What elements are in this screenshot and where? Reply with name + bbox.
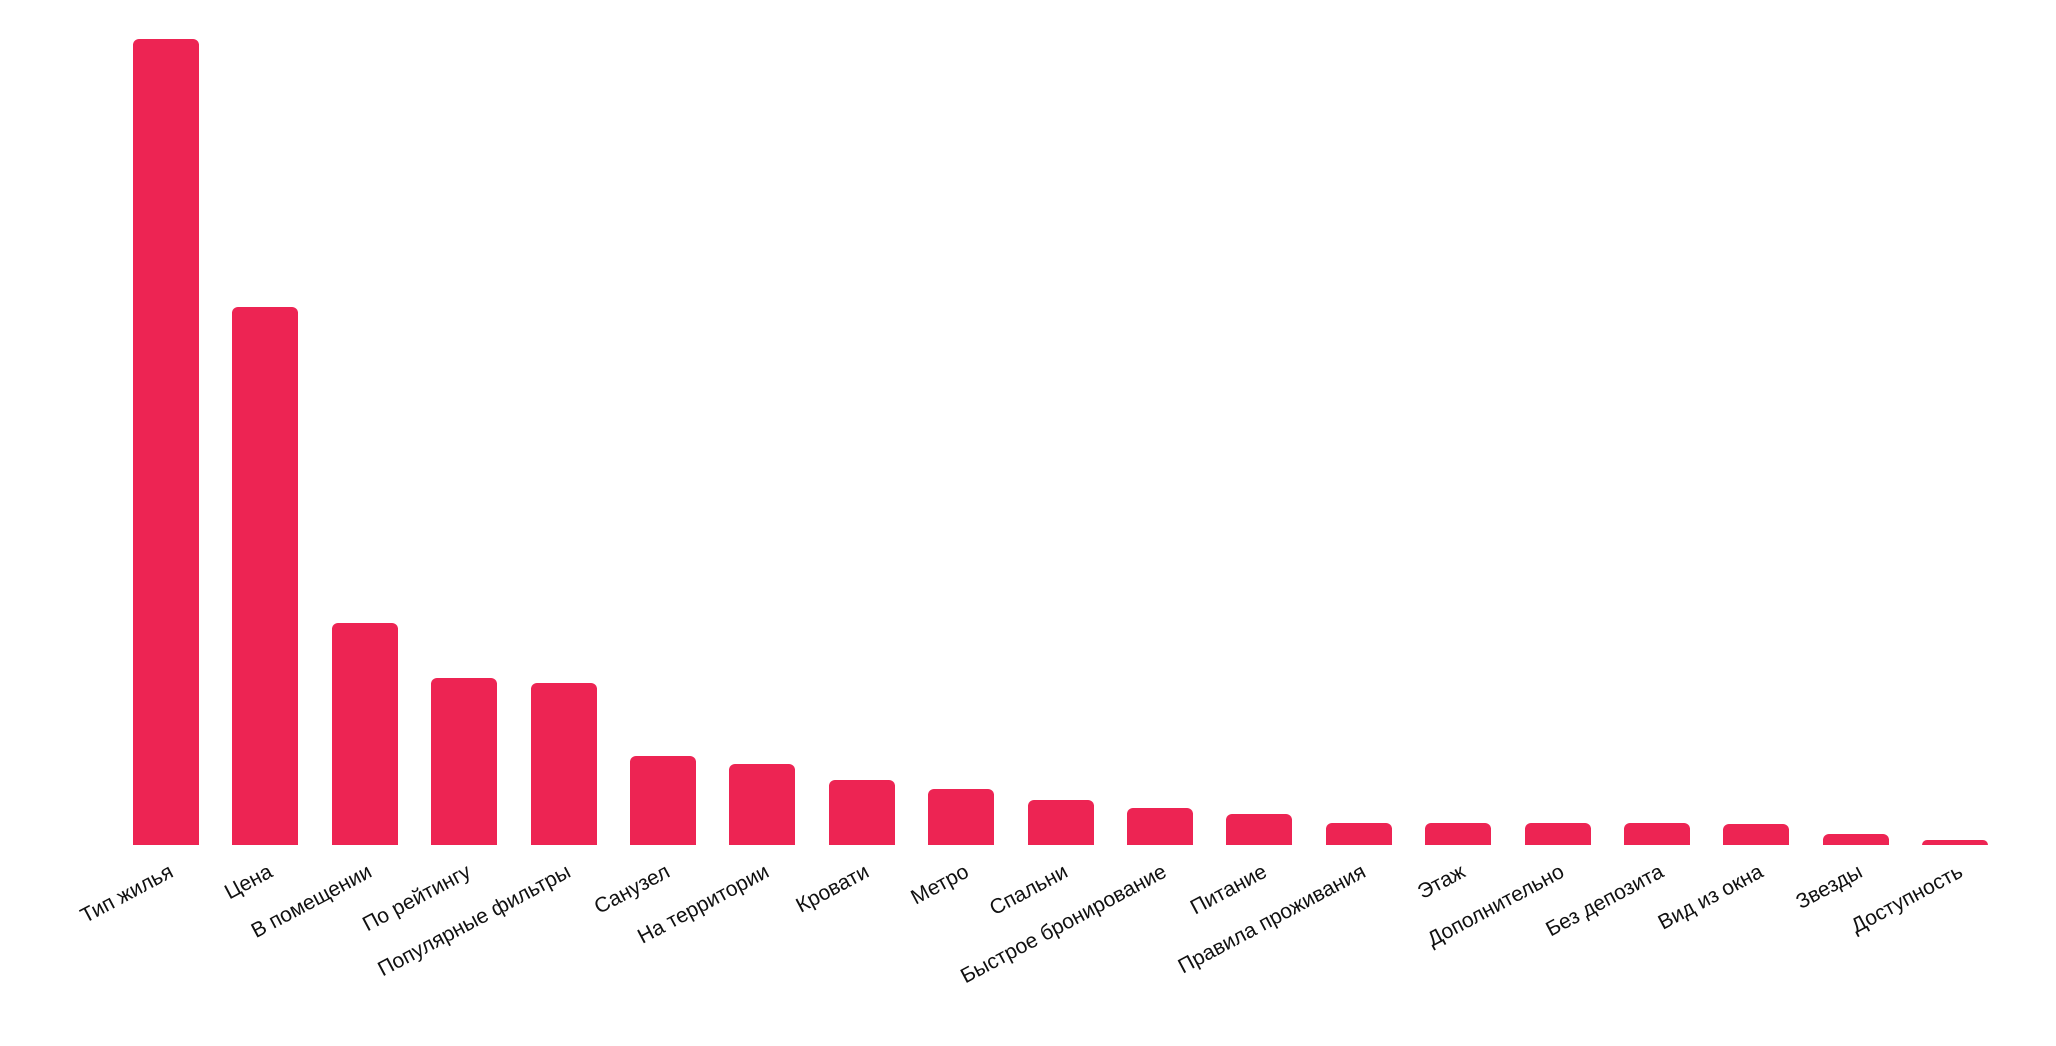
- bar: [1723, 824, 1790, 845]
- bar: [1922, 840, 1989, 845]
- bar: [828, 779, 895, 845]
- bar: [1624, 823, 1690, 845]
- bar: [1027, 799, 1094, 845]
- bar: [431, 678, 498, 845]
- x-tick-label: Тип жилья: [76, 860, 177, 928]
- x-tick-label: Этаж: [1413, 860, 1470, 904]
- bar: [530, 682, 597, 845]
- bar: [1524, 823, 1591, 845]
- x-tick-label: Доступность: [1846, 860, 1967, 938]
- bar: [1822, 833, 1889, 845]
- bar: [1325, 823, 1392, 845]
- bar: [331, 623, 398, 845]
- bar: [928, 789, 995, 845]
- x-tick-label: Питание: [1186, 860, 1271, 920]
- x-tick-label: Цена: [220, 860, 277, 905]
- bar: [232, 307, 299, 845]
- bar: [1425, 823, 1492, 845]
- bar: [1226, 814, 1293, 845]
- bar: [630, 756, 696, 845]
- bar: [729, 764, 796, 845]
- x-tick-label: Правила проживания: [1174, 860, 1370, 979]
- x-tick-label: Кровати: [791, 860, 873, 918]
- x-tick-label: Вид из окна: [1654, 860, 1768, 935]
- bar: [1127, 807, 1193, 845]
- x-tick-label: Популярные фильтры: [374, 860, 575, 982]
- x-tick-label: Звезды: [1792, 860, 1867, 914]
- x-tick-label: Метро: [906, 860, 973, 910]
- bar: [133, 39, 199, 845]
- x-tick-label: Санузел: [590, 860, 674, 919]
